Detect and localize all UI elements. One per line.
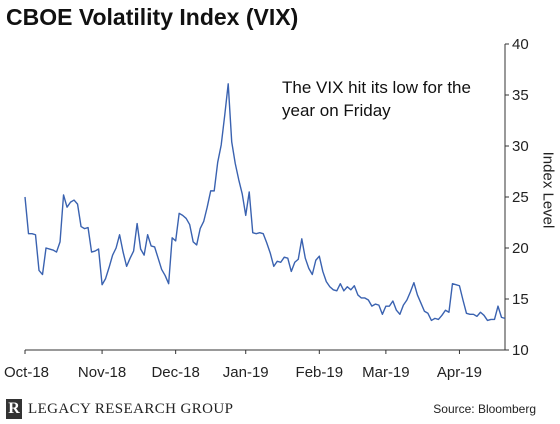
- logo-text: LEGACY RESEARCH GROUP: [28, 400, 234, 417]
- y-tick-label: 35: [512, 87, 529, 104]
- x-tick-label: Jan-19: [223, 364, 269, 381]
- source-note: Source: Bloomberg: [433, 402, 536, 416]
- y-tick-label: 30: [512, 138, 529, 155]
- x-tick-label: Oct-18: [4, 364, 49, 381]
- y-tick-label: 25: [512, 189, 529, 206]
- x-tick-label: Apr-19: [437, 364, 482, 381]
- x-axis: Oct-18 Nov-18 Dec-18 Jan-19 Feb-19 Mar-19 Apr-…: [4, 350, 482, 381]
- logo-mark-icon: R: [6, 399, 22, 419]
- x-tick-label: Feb-19: [296, 364, 344, 381]
- series-layer: [24, 83, 506, 322]
- x-tick-label: Nov-18: [78, 364, 126, 381]
- x-tick-label: Dec-18: [151, 364, 199, 381]
- y-tick-label: 20: [512, 240, 529, 257]
- brand-logo: R LEGACY RESEARCH GROUP: [6, 398, 233, 420]
- vix-series-line: [24, 83, 506, 322]
- y-tick-label: 40: [512, 36, 529, 53]
- y-axis-label: Index Level: [539, 151, 557, 229]
- y-tick-label: 15: [512, 291, 529, 308]
- chart-title: CBOE Volatility Index (VIX): [6, 4, 299, 30]
- x-tick-label: Mar-19: [362, 364, 410, 381]
- y-axis: 10 15 20 25 30 35 40: [505, 36, 529, 359]
- y-tick-label: 10: [512, 342, 529, 359]
- chart-annotation: The VIX hit its low for the year on Frid…: [282, 78, 471, 120]
